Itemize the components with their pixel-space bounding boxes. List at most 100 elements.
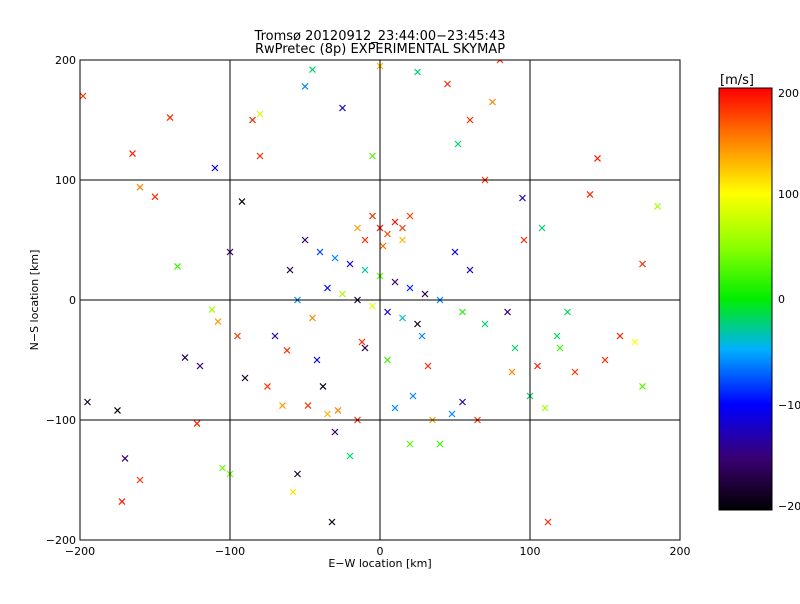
y-tick-label: 100 xyxy=(55,174,76,187)
data-point xyxy=(369,212,376,220)
data-point xyxy=(193,420,201,428)
data-point xyxy=(409,392,417,400)
data-point xyxy=(451,248,459,256)
x-tick-labels: −200 −100 0 100 200 xyxy=(65,545,691,558)
data-point xyxy=(324,410,331,418)
data-point xyxy=(508,368,516,376)
data-point xyxy=(556,344,564,352)
data-point xyxy=(264,382,271,390)
data-point xyxy=(121,454,129,462)
data-point xyxy=(313,356,321,364)
data-point xyxy=(214,318,222,326)
data-point xyxy=(129,150,136,158)
data-point xyxy=(331,254,339,262)
data-point xyxy=(639,382,646,390)
x-tick-label: 0 xyxy=(377,545,384,558)
data-point xyxy=(481,320,489,328)
grid-lines xyxy=(80,60,680,540)
data-point xyxy=(166,114,174,122)
colorbar-tick-label: 100 xyxy=(778,188,799,201)
data-point xyxy=(541,404,549,412)
data-point xyxy=(324,284,331,292)
data-point xyxy=(616,332,624,340)
data-point xyxy=(331,428,339,436)
data-point xyxy=(136,183,144,191)
data-point xyxy=(136,476,144,484)
colorbar-tick-label: 200 xyxy=(778,87,799,100)
data-point xyxy=(196,362,204,370)
data-point xyxy=(489,98,496,106)
data-point xyxy=(444,80,451,88)
data-point xyxy=(391,278,399,286)
data-point xyxy=(639,260,646,268)
data-point xyxy=(328,518,336,526)
data-point xyxy=(399,236,406,244)
data-point xyxy=(406,284,414,292)
colorbar-label: [m/s] xyxy=(720,73,754,88)
data-point xyxy=(319,382,327,390)
y-tick-label: −200 xyxy=(46,534,76,547)
data-point xyxy=(354,224,361,232)
data-point xyxy=(391,218,399,226)
y-tick-label: 0 xyxy=(69,294,76,307)
chart-title: Tromsø 20120912_23:44:00−23:45:43 xyxy=(254,29,506,44)
data-point xyxy=(361,266,369,274)
data-point xyxy=(369,302,376,310)
x-tick-label: 200 xyxy=(670,545,691,558)
data-point xyxy=(80,92,87,100)
chart-subtitle: RwPretec (8p) EXPERIMENTAL SKYMAP xyxy=(255,42,505,57)
data-point xyxy=(564,308,571,316)
y-axis-label: N−S location [km] xyxy=(28,250,41,351)
data-point xyxy=(118,498,126,506)
data-point xyxy=(174,262,181,270)
data-point xyxy=(256,152,264,160)
data-points xyxy=(80,60,661,526)
data-point xyxy=(631,338,639,346)
data-point xyxy=(289,488,297,496)
data-point xyxy=(553,332,561,340)
data-point xyxy=(346,452,354,460)
data-point xyxy=(339,290,346,298)
data-point xyxy=(379,242,387,250)
data-point xyxy=(346,260,354,268)
data-point xyxy=(384,356,391,364)
data-point xyxy=(504,308,511,316)
data-point xyxy=(316,248,324,256)
x-axis-label: E−W location [km] xyxy=(328,557,431,570)
colorbar-tick-label: −100 xyxy=(778,399,800,412)
data-point xyxy=(234,332,241,340)
y-tick-labels: −200 −100 0 100 200 xyxy=(46,54,76,547)
data-point xyxy=(414,68,421,76)
data-point xyxy=(436,440,444,448)
data-point xyxy=(601,356,609,364)
data-point xyxy=(459,398,466,406)
data-point xyxy=(283,346,291,354)
data-point xyxy=(339,104,346,112)
data-point xyxy=(538,224,546,232)
data-point xyxy=(151,193,159,201)
data-point xyxy=(181,354,189,362)
data-point xyxy=(544,518,552,526)
data-point xyxy=(309,66,316,74)
data-point xyxy=(361,344,369,352)
data-point xyxy=(424,362,432,370)
data-point xyxy=(211,164,219,172)
data-point xyxy=(448,410,456,418)
data-point xyxy=(304,402,312,410)
colorbar-gradient xyxy=(718,87,773,511)
data-point xyxy=(208,306,216,314)
data-point xyxy=(406,440,414,448)
data-point xyxy=(406,212,414,220)
data-point xyxy=(369,152,376,160)
x-tick-label: −100 xyxy=(215,545,245,558)
data-point xyxy=(654,202,661,210)
data-point xyxy=(241,374,249,382)
data-point xyxy=(519,194,526,202)
data-point xyxy=(301,236,309,244)
data-point xyxy=(384,308,391,316)
data-point xyxy=(361,236,369,244)
x-tick-label: 100 xyxy=(520,545,541,558)
data-point xyxy=(84,398,91,406)
data-point xyxy=(534,362,541,370)
